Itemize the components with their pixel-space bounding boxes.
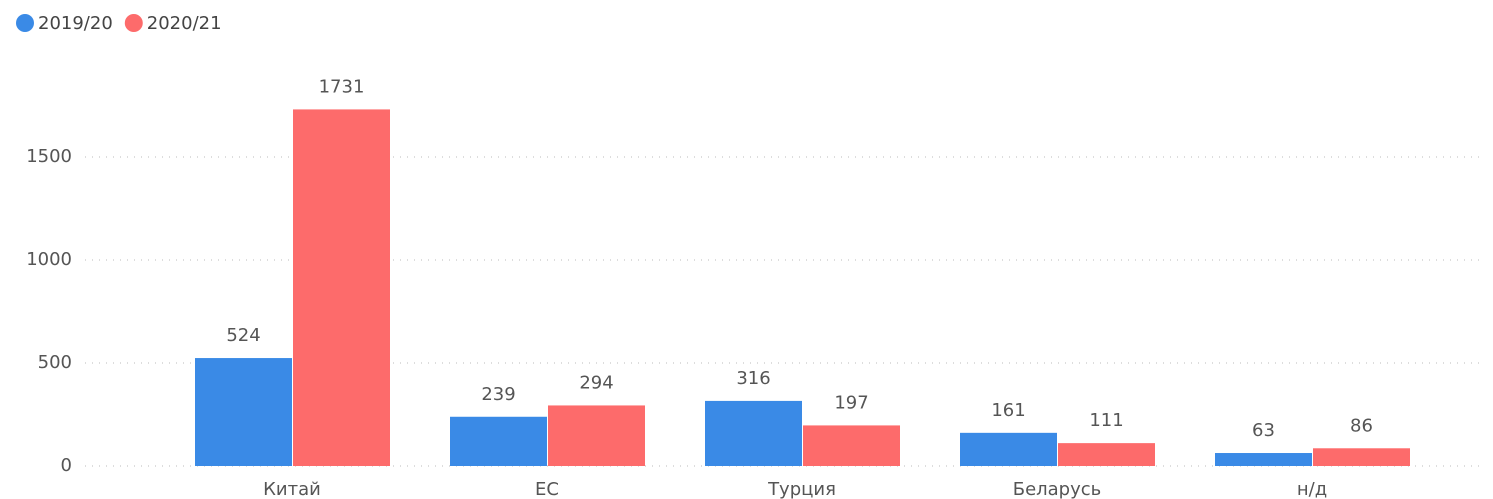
bar <box>803 425 900 466</box>
value-label: 524 <box>226 325 260 346</box>
bar <box>548 405 645 466</box>
y-tick-label: 0 <box>61 455 72 476</box>
bar <box>293 109 390 466</box>
value-label: 239 <box>481 384 515 405</box>
bar <box>195 358 292 466</box>
bar <box>450 416 547 466</box>
legend-swatch <box>16 14 34 32</box>
value-label: 161 <box>991 400 1025 421</box>
x-tick-label: Турция <box>767 479 836 499</box>
bar <box>705 400 802 466</box>
y-tick-label: 500 <box>38 352 72 373</box>
x-tick-label: Китай <box>263 479 321 499</box>
value-label: 1731 <box>319 76 365 97</box>
x-tick-label: Беларусь <box>1013 479 1102 499</box>
bar <box>1313 448 1410 466</box>
legend-label: 2020/21 <box>147 13 222 34</box>
y-tick-label: 1500 <box>26 146 72 167</box>
value-label: 316 <box>736 368 770 389</box>
value-label: 111 <box>1089 410 1123 431</box>
bar <box>1215 453 1312 466</box>
value-label: 63 <box>1252 420 1275 441</box>
value-label: 86 <box>1350 415 1373 436</box>
value-label: 294 <box>579 372 613 393</box>
legend: 2019/20 2020/21 <box>16 13 222 34</box>
legend-label: 2019/20 <box>38 13 113 34</box>
bar <box>1058 443 1155 466</box>
value-label: 197 <box>834 392 868 413</box>
bar <box>960 432 1057 466</box>
y-tick-label: 1000 <box>26 249 72 270</box>
x-tick-label: н/д <box>1297 479 1327 499</box>
x-tick-label: ЕС <box>535 479 559 499</box>
legend-swatch <box>124 14 143 32</box>
